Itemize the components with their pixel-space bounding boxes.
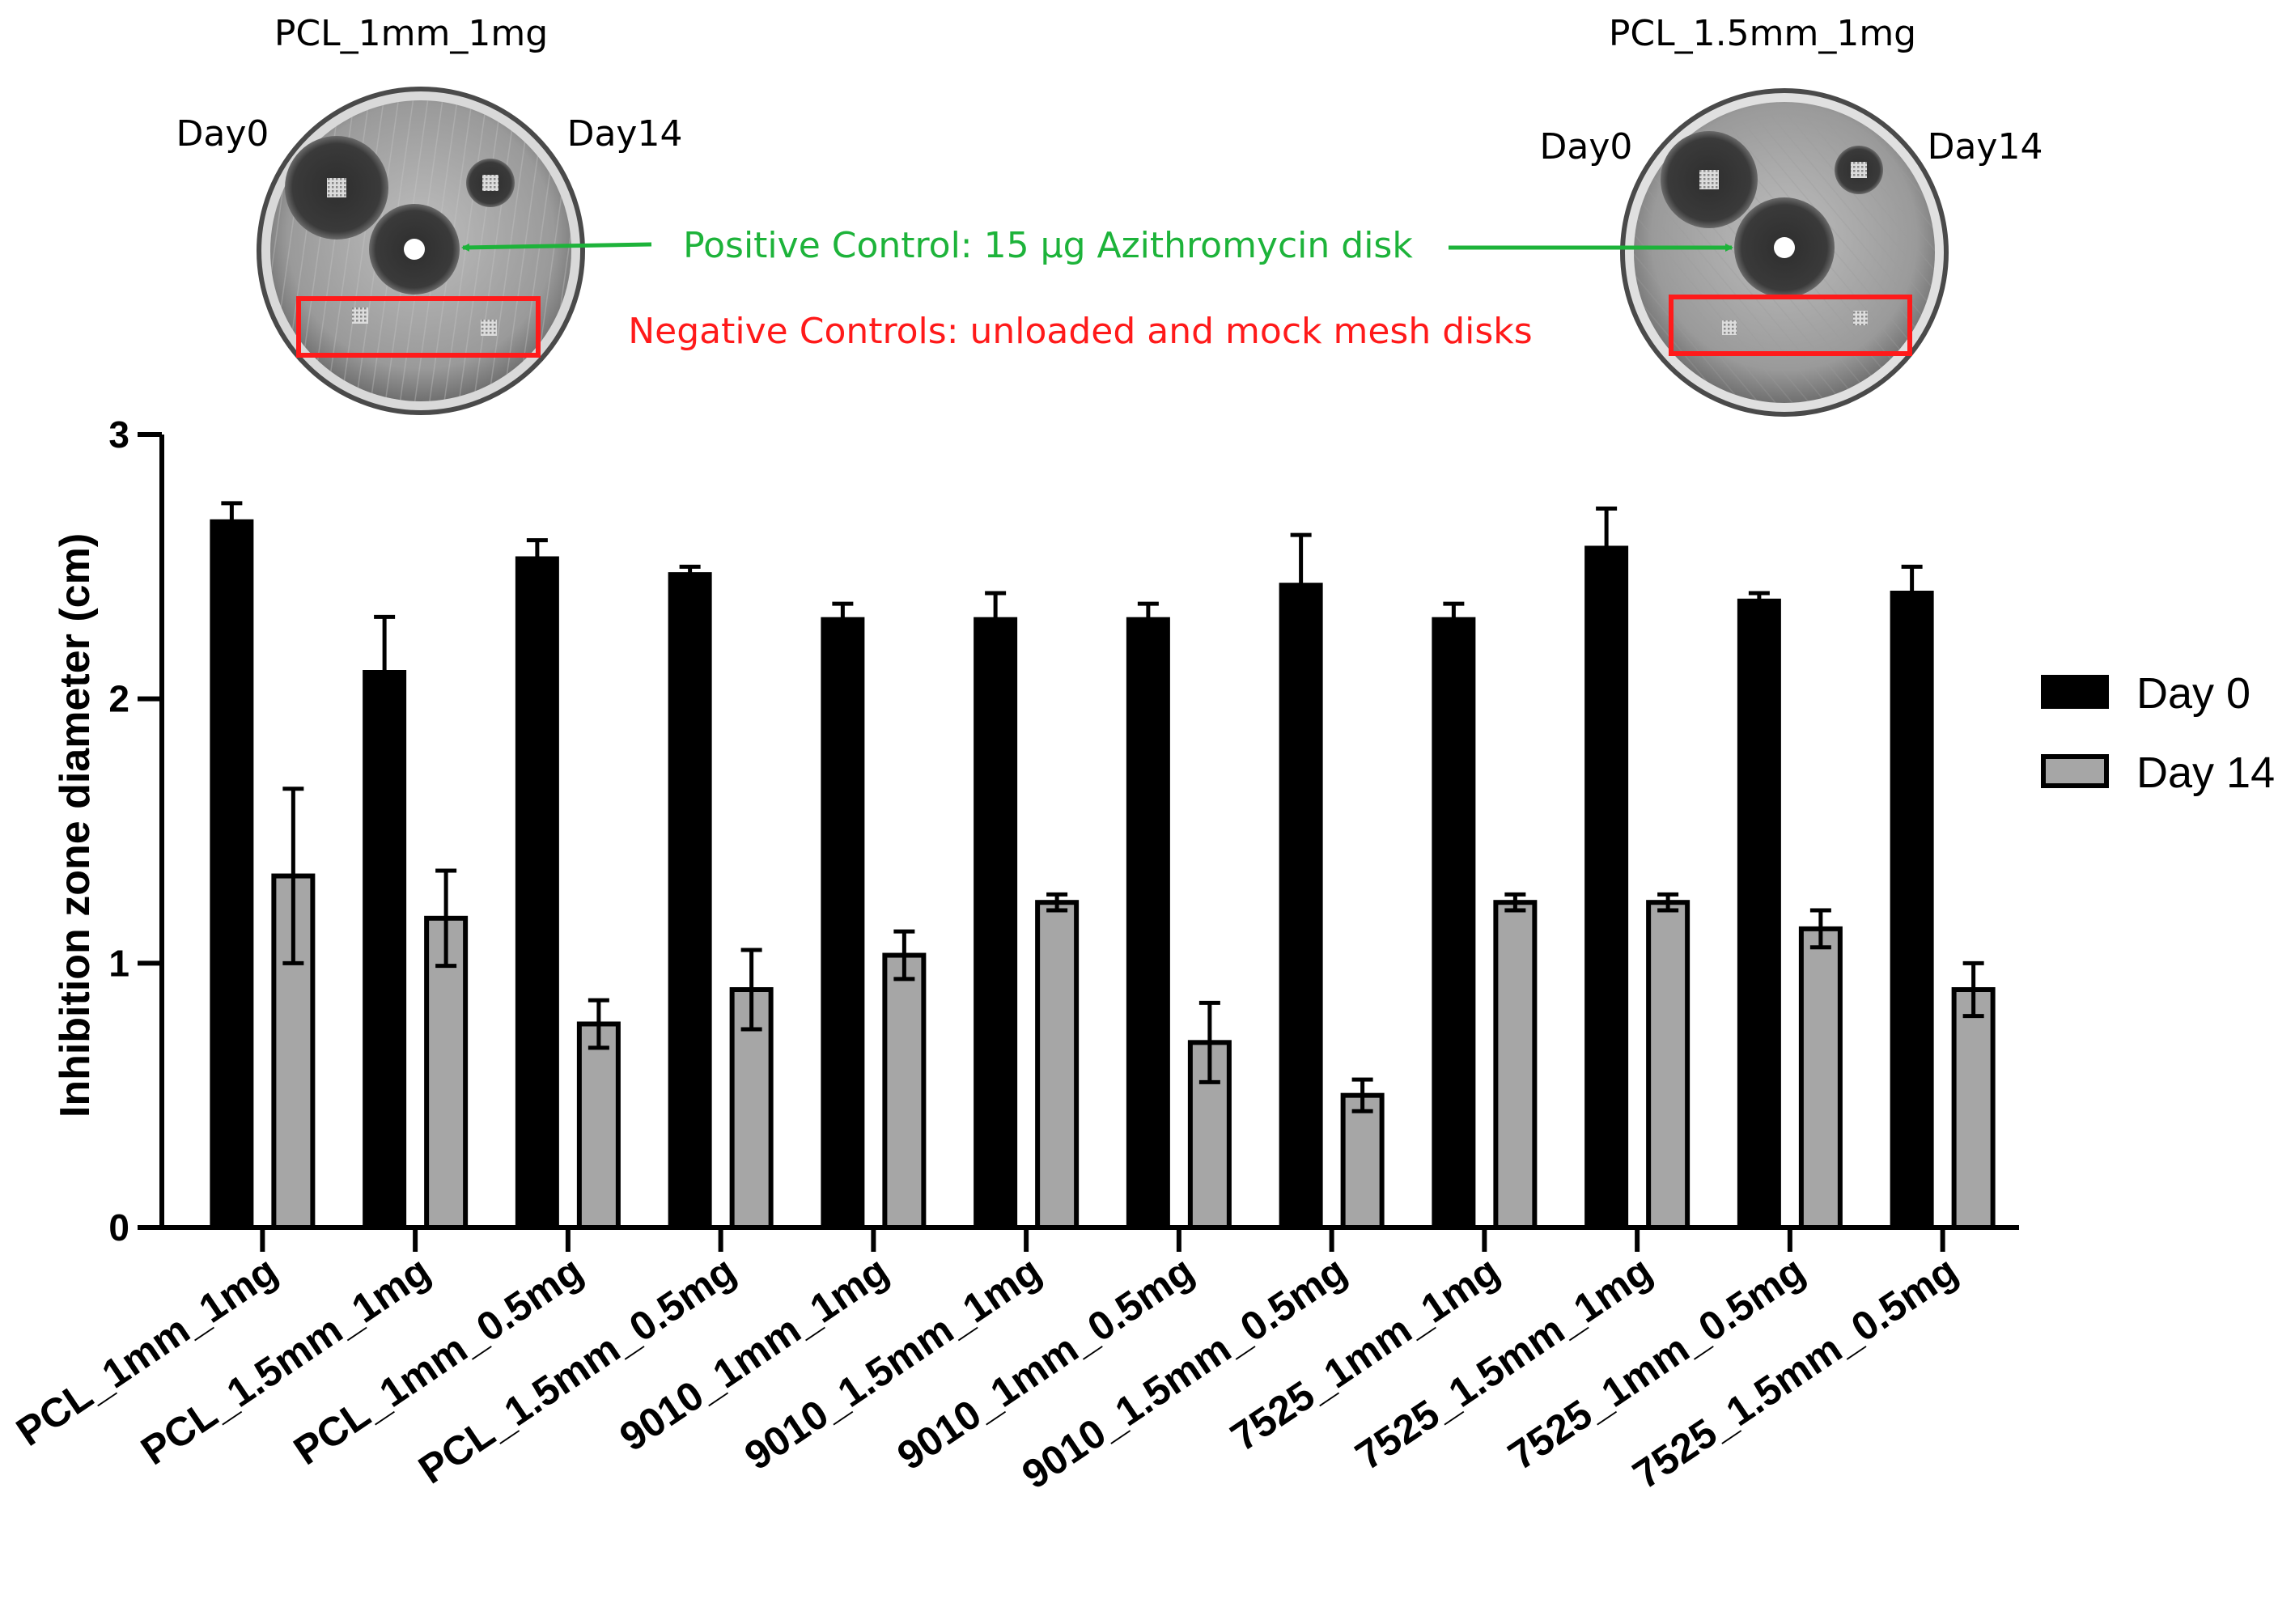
y-axis-label: Inhibition zone diameter (cm) (52, 533, 99, 1117)
mock-mesh-disk (1853, 311, 1868, 325)
y-tick-label: 0 (108, 1206, 129, 1249)
unloaded-mesh-disk (352, 307, 368, 324)
x-tick-label: 9010_1mm_1mg (612, 1248, 897, 1460)
legend-label-day0: Day 0 (2136, 669, 2250, 718)
positive-control-arrow-left (461, 242, 652, 252)
annotations: Positive Control: 15 µg Azithromycin dis… (461, 225, 1733, 352)
photo-1-title: PCL_1mm_1mg (274, 13, 548, 54)
bar-day0 (210, 519, 254, 1230)
y-axis: 0 1 2 3 (108, 413, 164, 1249)
negative-controls-box (1669, 295, 1912, 356)
negative-controls-label: Negative Controls: unloaded and mock mes… (628, 311, 1532, 352)
y-tick-label: 3 (108, 413, 129, 456)
legend-swatch-day14 (2041, 754, 2109, 788)
day14-mesh-disk (482, 175, 498, 191)
legend-label-day14: Day 14 (2136, 748, 2275, 797)
azithromycin-disk (1774, 237, 1795, 258)
photo-1-day14-label: Day14 (567, 113, 683, 155)
bar-day14 (1035, 900, 1080, 1230)
day14-mesh-disk (1851, 162, 1867, 178)
petri-dish-photo-2: PCL_1.5mm_1mg Day0 Day14 (1540, 13, 2043, 417)
day0-mesh-disk (327, 178, 346, 197)
photo-2-day0-label: Day0 (1540, 126, 1633, 167)
bar-day14 (1340, 1092, 1385, 1230)
photo-2-day14-label: Day14 (1928, 126, 2043, 167)
x-axis: PCL_1mm_1mgPCL_1.5mm_1mgPCL_1mm_0.5mgPCL… (8, 1225, 2019, 1498)
bar-day0 (974, 617, 1018, 1230)
photo-2-title: PCL_1.5mm_1mg (1609, 13, 1916, 54)
unloaded-mesh-disk (1722, 320, 1737, 335)
mock-mesh-disk (481, 320, 497, 336)
bars (210, 501, 1996, 1231)
bar-day14 (882, 952, 927, 1230)
bar-day0 (363, 670, 407, 1230)
day0-mesh-disk (1699, 170, 1719, 189)
photo-1-day0-label: Day0 (176, 113, 269, 155)
azithromycin-disk (404, 239, 425, 260)
bar-day0 (515, 556, 559, 1230)
y-tick-label: 2 (108, 678, 129, 720)
bar-day0 (668, 572, 712, 1230)
bar-day14 (576, 1021, 621, 1231)
bar-day0 (1279, 583, 1323, 1230)
bar-day0 (1126, 617, 1170, 1230)
petri-dish-photo-1: PCL_1mm_1mg Day0 Day14 (176, 13, 683, 415)
bar-day14 (1646, 900, 1690, 1230)
positive-control-label: Positive Control: 15 µg Azithromycin dis… (683, 225, 1413, 266)
bar-day0 (821, 617, 865, 1230)
legend: Day 0 Day 14 (2041, 669, 2275, 797)
y-tick-label: 1 (108, 942, 129, 984)
bar-chart: Inhibition zone diameter (cm) 0 1 2 3 PCL_1… (8, 413, 2275, 1498)
bar-day0 (1432, 617, 1476, 1230)
bar-day14 (1798, 926, 1843, 1231)
x-tick-label: PCL_1.5mm_1mg (133, 1248, 438, 1474)
legend-swatch-day0 (2041, 675, 2109, 709)
x-tick-label: 7525_1mm_1mg (1223, 1248, 1508, 1460)
x-tick-label: PCL_1mm_1mg (8, 1248, 285, 1455)
negative-controls-box (296, 296, 541, 358)
bar-day14 (1951, 987, 1996, 1230)
bar-day0 (1737, 598, 1781, 1230)
bar-day0 (1890, 591, 1934, 1230)
bar-day0 (1584, 545, 1629, 1230)
bar-day14 (1493, 900, 1538, 1230)
